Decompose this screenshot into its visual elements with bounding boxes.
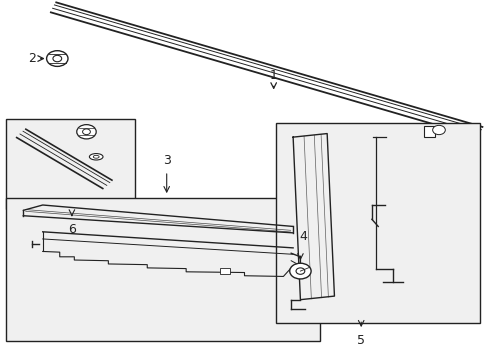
Circle shape [289,263,310,279]
Text: 1: 1 [269,69,277,82]
Circle shape [432,125,445,135]
Text: 4: 4 [298,230,306,243]
Circle shape [46,51,68,66]
Circle shape [77,125,96,139]
Bar [6,198,319,341]
Circle shape [53,55,61,62]
Text: 6: 6 [68,223,76,236]
Ellipse shape [89,154,103,160]
Bar [220,268,229,274]
Ellipse shape [93,156,99,158]
Bar [6,119,135,208]
Text: 3: 3 [163,154,170,167]
Text: 2: 2 [28,52,36,65]
Bar [276,123,479,323]
Circle shape [82,129,90,135]
Text: 5: 5 [356,334,365,347]
Bar [424,126,434,137]
Circle shape [295,268,304,274]
